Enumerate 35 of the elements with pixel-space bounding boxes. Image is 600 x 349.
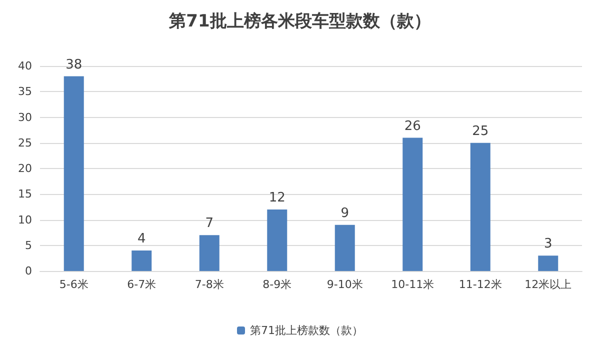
- y-tick-label: 35: [18, 85, 32, 98]
- y-tick-label: 10: [18, 213, 32, 226]
- y-tick-label: 5: [25, 238, 32, 252]
- bar: [470, 142, 490, 271]
- bar: [64, 76, 84, 271]
- data-label: 12: [268, 190, 286, 206]
- data-label: 9: [340, 206, 350, 221]
- legend-label: 第71批上榜款数（款）: [250, 324, 363, 337]
- data-label: 7: [205, 216, 214, 232]
- bar: [402, 138, 423, 271]
- x-tick-label: 8-9米: [262, 278, 292, 291]
- data-label: 3: [544, 236, 552, 252]
- y-tick-label: 40: [18, 60, 32, 72]
- y-tick-label: 30: [18, 110, 32, 124]
- y-tick-label: 0: [25, 264, 32, 278]
- y-tick-label: 25: [18, 136, 32, 150]
- bar: [334, 224, 355, 271]
- x-tick-label: 9-10米: [326, 278, 363, 291]
- x-tick-label: 5-6米: [59, 278, 88, 291]
- x-tick-label: 12米以上: [524, 278, 572, 291]
- chart-title: 第71批上榜各米段车型款数（款）: [168, 12, 431, 32]
- x-tick-label: 10-11米: [391, 278, 434, 291]
- bar: [538, 256, 558, 271]
- y-tick-label: 15: [18, 188, 32, 201]
- bar: [132, 250, 152, 271]
- data-label: 26: [404, 118, 421, 134]
- data-label: 38: [66, 57, 82, 72]
- bar: [199, 235, 220, 271]
- x-tick-label: 7-8米: [194, 278, 224, 291]
- bar: [267, 210, 288, 271]
- x-tick-label: 6-7米: [127, 278, 156, 291]
- data-label: 25: [472, 124, 489, 139]
- x-tick-label: 11-12米: [458, 278, 502, 291]
- data-label: 4: [137, 232, 146, 246]
- y-tick-label: 20: [18, 162, 32, 175]
